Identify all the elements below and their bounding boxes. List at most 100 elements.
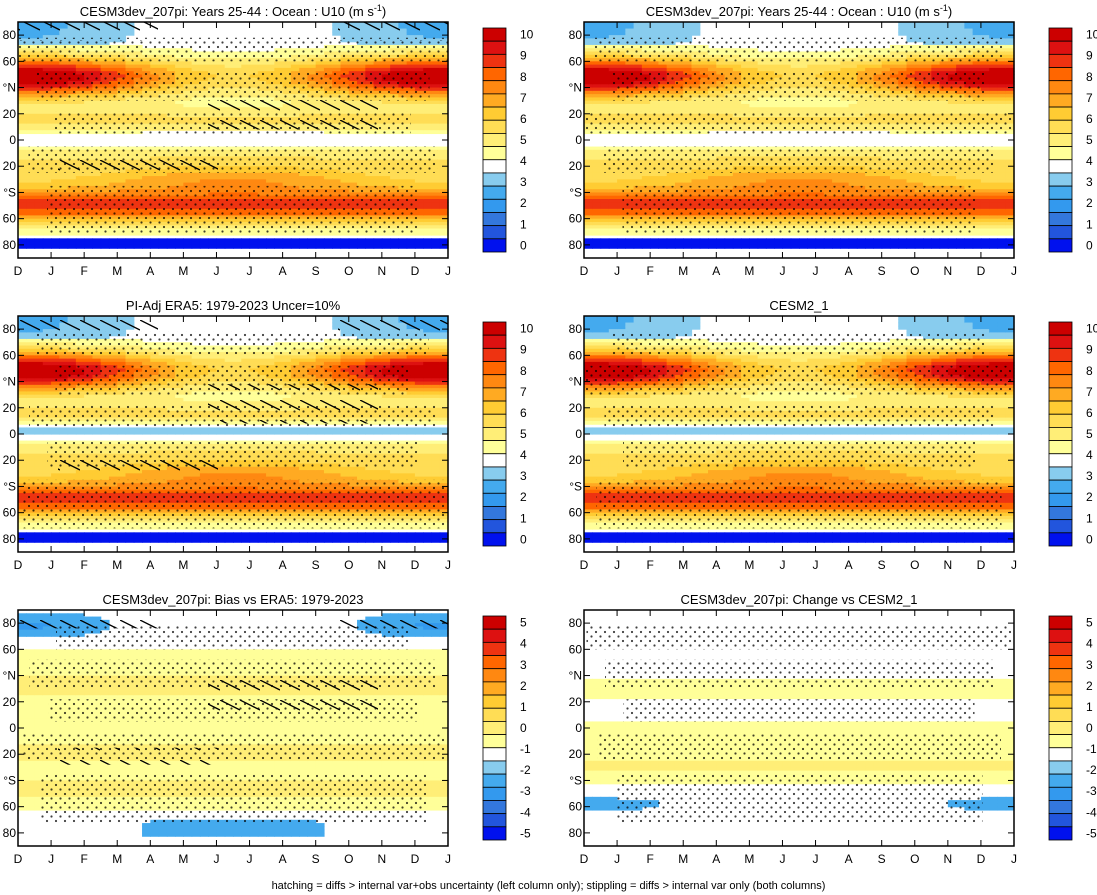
heatmap-cell [414,244,424,249]
heatmap-cell [34,208,44,213]
heatmap-cell [133,244,143,249]
heatmap-cell [249,244,259,249]
heatmap-cell [42,172,52,177]
heatmap-cell [42,179,52,184]
heatmap-cell [84,182,94,187]
heatmap-cell [34,241,44,246]
heatmap-cell [183,179,193,184]
colorbar-swatch [482,146,507,161]
heatmap-cell [67,107,77,112]
heatmap-cell [18,64,27,69]
heatmap-cell [592,244,602,249]
heatmap-cell [26,182,36,187]
heatmap-cell [75,244,85,249]
heatmap-cell [216,241,226,246]
heatmap-cell [34,117,44,121]
heatmap-cell [807,244,817,249]
colorbar-label: 5 [520,133,527,147]
heatmap-cell [108,107,118,112]
heatmap-cell [18,185,27,190]
heatmap-cell [299,244,309,249]
heatmap-cell [133,103,143,108]
heatmap-cell [59,100,69,105]
heatmap-cell [34,100,44,105]
heatmap-cell [18,169,27,174]
heatmap-cell [175,238,184,243]
heatmap-cell [92,61,102,66]
heatmap-cell [26,199,36,203]
heatmap-cell [34,126,44,131]
heatmap-cell [84,67,94,72]
heatmap-cell [158,67,168,72]
heatmap-cell [216,61,226,66]
heatmap-cell [741,244,750,249]
heatmap-cell [18,61,27,66]
heatmap-cell [18,231,27,236]
heatmap-cell [233,172,242,177]
heatmap-cell [183,61,193,66]
heatmap-cell [42,123,52,128]
heatmap-cell [208,67,218,72]
y-tick-label: °S [3,185,16,199]
x-tick-label: J [445,264,451,278]
heatmap-cell [323,244,333,249]
heatmap-cell [26,212,36,216]
heatmap-cell [133,241,143,246]
heatmap-cell [51,244,60,249]
heatmap-cell [150,176,160,180]
heatmap-cell [191,64,201,69]
x-tick-label: D [14,264,23,278]
heatmap-cell [92,64,102,69]
heatmap-cell [51,172,60,177]
heatmap-cell [108,182,118,187]
heatmap-cell [18,215,27,220]
heatmap-cell [166,244,176,249]
heatmap-cell [608,244,618,249]
heatmap-cell [26,244,36,249]
heatmap-cell [133,64,143,69]
heatmap-cell [34,221,44,226]
hatch-region [58,159,218,177]
heatmap-cell [191,179,201,184]
heatmap-cell [26,176,36,180]
colorbar-label: 3 [520,175,527,189]
heatmap-cell [150,107,160,112]
chart-title-end: ) [948,4,952,19]
heatmap-cell [617,244,626,249]
heatmap-cell [18,195,27,200]
heatmap-cell [183,107,193,112]
heatmap-cell [18,97,27,102]
colorbar-label: 8 [520,70,527,84]
heatmap-cell [18,153,27,157]
heatmap-cell [133,179,143,184]
heatmap-cell [423,130,433,135]
heatmap-cell [51,103,60,108]
heatmap-cell [84,64,94,69]
heatmap-cell [26,64,36,69]
colorbar-swatch [482,185,507,200]
heatmap-cell [84,103,94,108]
heatmap-cell [108,100,118,105]
heatmap-cell [199,176,209,180]
heatmap-cell [158,241,168,246]
heatmap-cell [34,205,44,210]
heatmap-cell [175,241,184,246]
heatmap-cell [208,182,218,187]
heatmap-cell [42,107,52,112]
heatmap-cell [92,103,102,108]
heatmap-cell [158,176,168,180]
y-tick-label: 80 [3,238,17,252]
heatmap-cell [125,179,135,184]
heatmap-cell [117,64,127,69]
heatmap-cell [34,218,44,223]
heatmap-cell [67,61,77,66]
heatmap-cell [51,107,60,112]
heatmap-cell [108,179,118,184]
heatmap-cell [150,61,160,66]
heatmap-cell [133,107,143,112]
heatmap-cell [108,67,118,72]
heatmap-cell [224,176,234,180]
heatmap-cell [191,67,201,72]
heatmap-cell [241,244,251,249]
heatmap-cell [423,231,433,236]
